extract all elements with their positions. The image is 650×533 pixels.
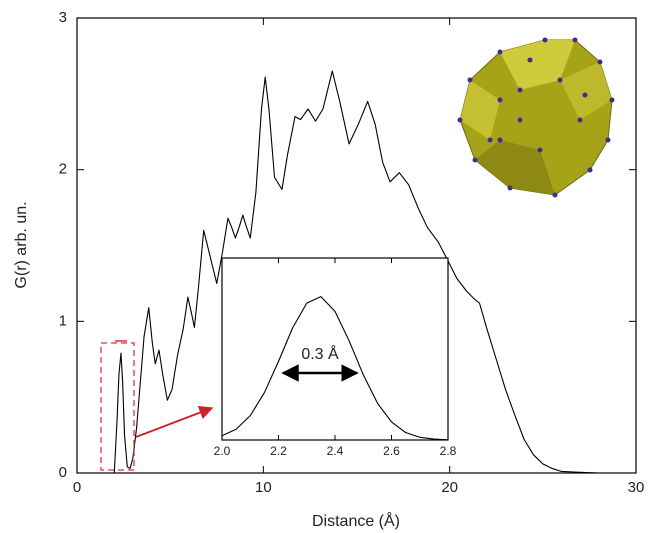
highlight-box [100, 340, 214, 471]
annotation: 0.3 Å [301, 344, 339, 363]
x-tick-label: 2.8 [440, 444, 457, 458]
x-tick-label: 30 [628, 479, 645, 496]
data-line [113, 70, 599, 474]
x-tick-label: 2.4 [327, 444, 344, 458]
x-tick-label: 2.6 [383, 444, 400, 458]
main-plot: 0 10 20 30 0 1 2 3 [59, 9, 645, 496]
inset-plot: 2.0 2.2 2.4 2.6 2.8 [214, 257, 457, 458]
y-tick-label: 2 [59, 161, 67, 178]
polyhedron-illustration [457, 37, 615, 198]
y-tick-label: 3 [59, 9, 67, 26]
plot-frame [76, 17, 637, 474]
inset-background [222, 258, 448, 440]
y-tick-label: 0 [59, 464, 67, 481]
x-tick-label: 10 [255, 479, 272, 496]
y-tick-label: 1 [59, 312, 67, 329]
y-axis-label: G(r) arb. un. [13, 201, 30, 288]
x-tick-label: 20 [441, 479, 458, 496]
x-tick-label: 2.0 [214, 444, 231, 458]
data-line [221, 296, 449, 441]
x-tick-label: 0 [73, 479, 81, 496]
x-tick-label: 2.2 [270, 444, 287, 458]
x-axis-label: Distance (Å) [312, 511, 400, 530]
